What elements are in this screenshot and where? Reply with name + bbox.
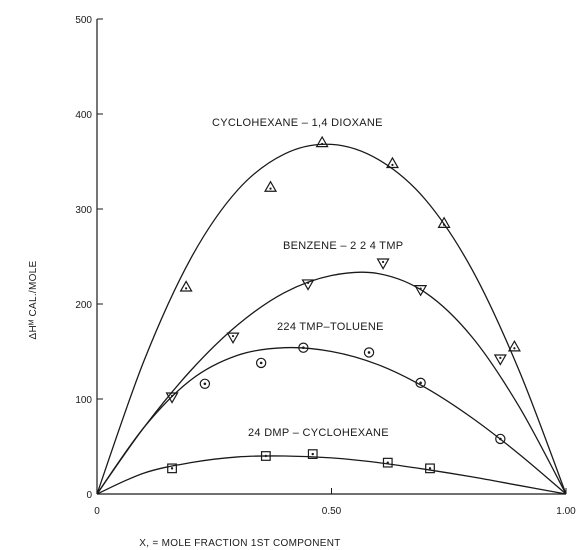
point-cyclohexane-dioxane — [263, 180, 278, 192]
curve-dmp-cyclohexane — [96, 455, 567, 495]
point-tmp-toluene — [495, 433, 506, 445]
x-axis-title: X, = MOLE FRACTION 1ST COMPONENT — [139, 538, 340, 549]
y-tick-label: 100 — [75, 395, 92, 406]
x-tick-label: 0 — [94, 506, 100, 517]
data-points — [165, 135, 521, 474]
y-tick-label: 300 — [75, 205, 92, 216]
point-tmp-toluene — [199, 378, 211, 389]
point-dmp-cyclohexane — [382, 457, 393, 468]
point-benzene-tmp — [376, 258, 390, 270]
point-benzene-tmp — [493, 354, 507, 366]
point-tmp-toluene — [298, 342, 309, 353]
label-benzene-tmp: BENZENE – 2 2 4 TMP — [283, 240, 403, 252]
point-benzene-tmp — [414, 285, 428, 297]
x-tick-label: 0.50 — [322, 506, 342, 517]
y-tick-label: 500 — [75, 15, 92, 26]
point-cyclohexane-dioxane — [179, 280, 193, 292]
point-benzene-tmp — [301, 279, 315, 291]
tick-marks: 0 100 200 300 400 500 0 0.50 1.00 — [75, 15, 576, 517]
point-dmp-cyclohexane — [425, 463, 435, 474]
series-curves — [96, 143, 567, 495]
point-benzene-tmp — [165, 392, 179, 404]
point-tmp-toluene — [255, 357, 267, 369]
point-benzene-tmp — [226, 332, 240, 344]
y-tick-label: 400 — [75, 110, 92, 121]
point-dmp-cyclohexane — [167, 463, 177, 474]
point-cyclohexane-dioxane — [315, 135, 329, 148]
curve-tmp-toluene — [96, 346, 567, 495]
point-cyclohexane-dioxane — [437, 216, 451, 228]
point-dmp-cyclohexane — [307, 449, 318, 459]
y-tick-label: 200 — [75, 300, 92, 311]
curve-cyclohexane-dioxane — [96, 143, 567, 495]
label-cyclohexane-dioxane: CYCLOHEXANE – 1,4 DIOXANE — [212, 117, 383, 129]
label-dmp-cyclohexane: 24 DMP – CYCLOHEXANE — [248, 427, 389, 439]
point-tmp-toluene — [363, 347, 375, 358]
axes — [96, 19, 566, 495]
point-cyclohexane-dioxane — [385, 156, 400, 169]
point-dmp-cyclohexane — [260, 451, 271, 461]
point-tmp-toluene — [415, 377, 426, 389]
label-tmp-toluene: 224 TMP–TOLUENE — [277, 321, 384, 333]
point-cyclohexane-dioxane — [507, 340, 521, 352]
series-annotations: CYCLOHEXANE – 1,4 DIOXANE BENZENE – 2 2 4… — [212, 117, 403, 439]
x-tick-label: 1.00 — [556, 506, 576, 517]
y-tick-label: 0 — [86, 490, 92, 501]
y-axis-title: ΔHᴹ CAL./MOLE — [28, 260, 39, 339]
